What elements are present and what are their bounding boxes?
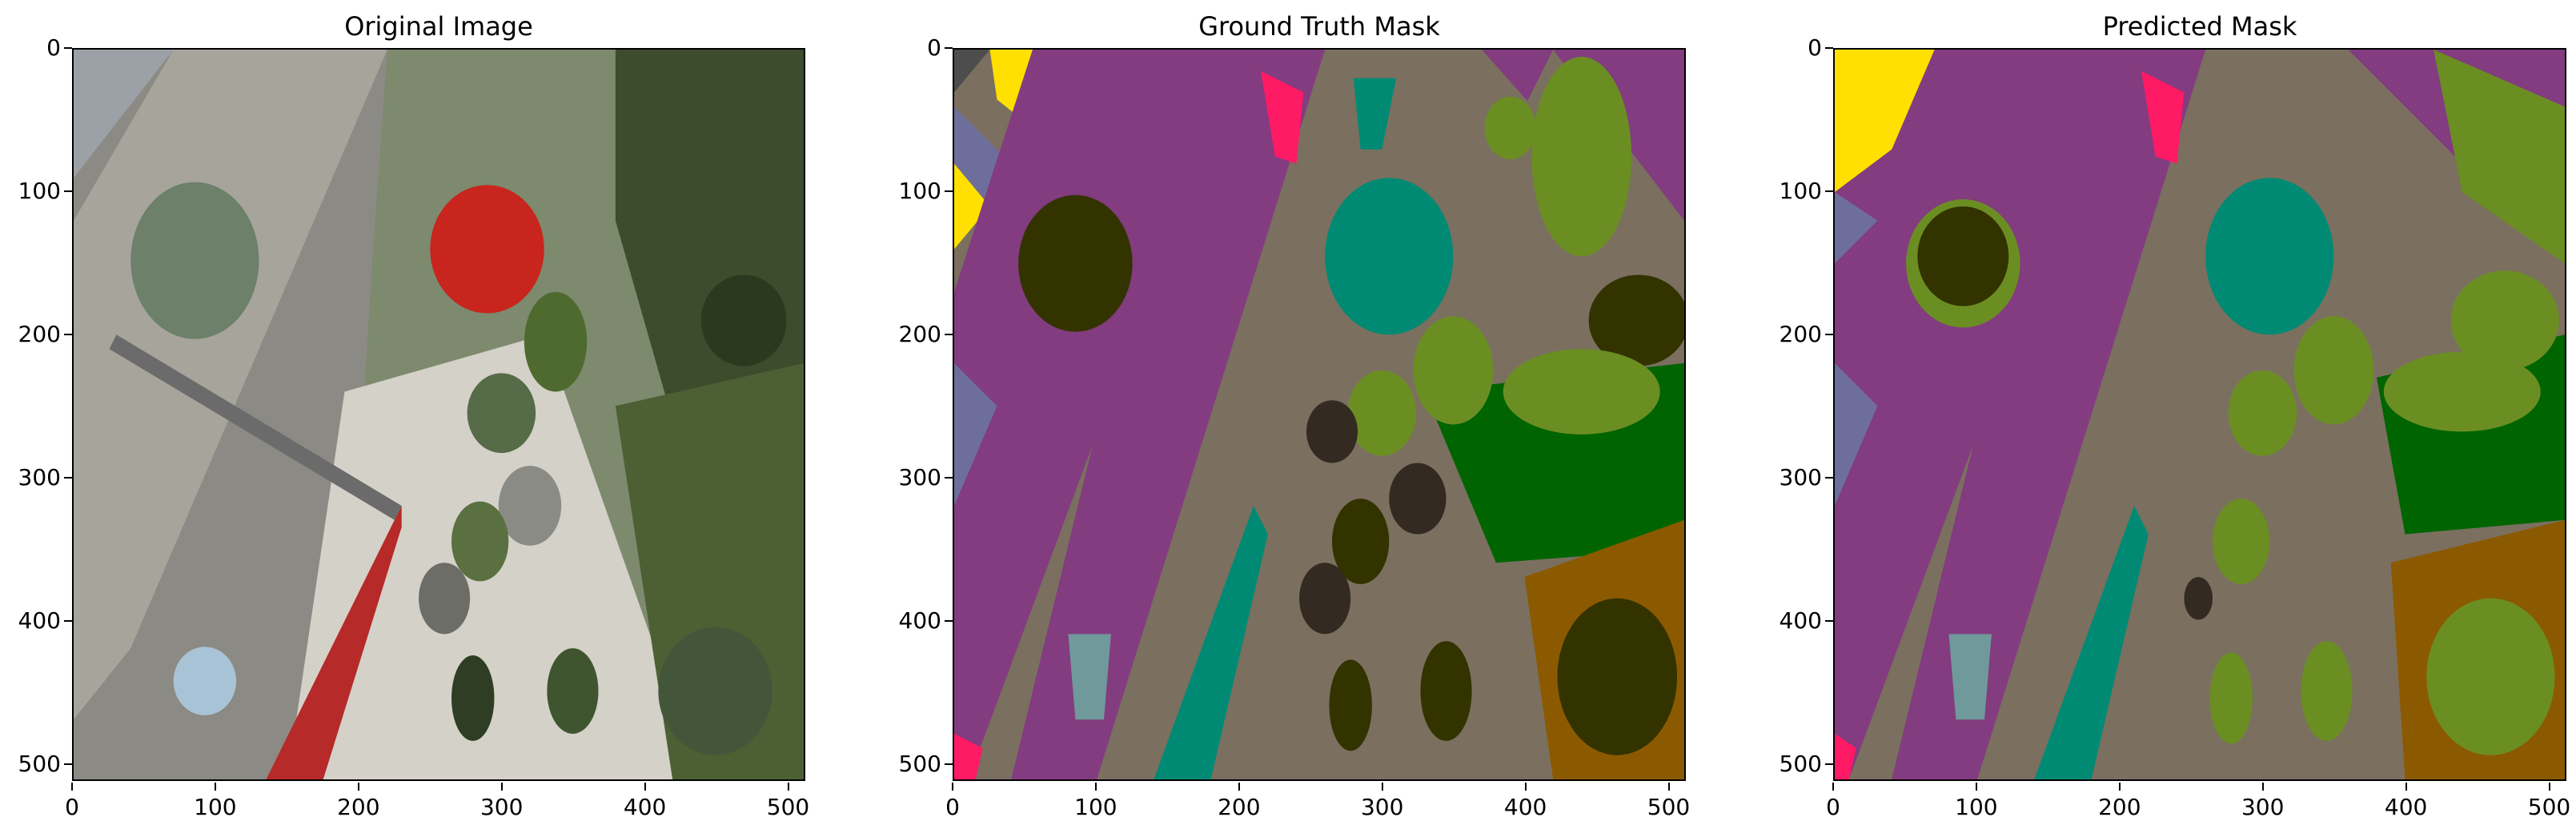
y-tick-label: 100 xyxy=(18,177,61,204)
y-tick-label: 400 xyxy=(18,607,61,634)
y-tick-label: 200 xyxy=(1779,320,1822,347)
y-tick-label: 500 xyxy=(18,750,61,777)
panel-title: Original Image xyxy=(344,11,533,42)
y-tick-label: 500 xyxy=(898,750,941,777)
x-tick xyxy=(214,783,216,791)
x-tick xyxy=(2118,783,2121,791)
y-tick xyxy=(64,333,72,335)
x-tick-label: 500 xyxy=(1647,794,1691,820)
x-tick xyxy=(2261,783,2264,791)
x-tick xyxy=(1667,783,1670,791)
x-tick-label: 0 xyxy=(1826,794,1840,820)
x-tick xyxy=(644,783,646,791)
y-tick xyxy=(64,619,72,622)
y-tick-label: 300 xyxy=(898,463,941,491)
x-tick xyxy=(500,783,503,791)
y-tick-label: 100 xyxy=(1779,177,1822,204)
predicted-mask xyxy=(1833,48,2566,781)
y-tick xyxy=(64,190,72,192)
y-tick-label: 400 xyxy=(1779,607,1822,634)
x-tick-label: 400 xyxy=(1503,794,1547,820)
y-tick-label: 200 xyxy=(18,320,61,347)
x-tick-label: 400 xyxy=(623,794,667,820)
y-tick xyxy=(1825,763,1833,765)
x-tick-label: 100 xyxy=(194,794,237,820)
x-tick xyxy=(2548,783,2550,791)
y-tick xyxy=(945,190,953,192)
y-tick-label: 400 xyxy=(898,607,941,634)
y-tick xyxy=(1825,619,1833,622)
x-tick-label: 500 xyxy=(2527,794,2571,820)
x-tick xyxy=(1381,783,1383,791)
y-tick-label: 0 xyxy=(1808,34,1822,61)
y-tick-label: 100 xyxy=(898,177,941,204)
original-image xyxy=(72,48,805,781)
x-tick xyxy=(1238,783,1240,791)
x-tick xyxy=(2405,783,2407,791)
x-tick-label: 200 xyxy=(2098,794,2141,820)
y-tick xyxy=(1825,47,1833,49)
x-tick-label: 100 xyxy=(1955,794,1998,820)
x-tick xyxy=(787,783,789,791)
x-tick-label: 200 xyxy=(337,794,380,820)
x-tick-label: 0 xyxy=(945,794,960,820)
y-tick xyxy=(945,763,953,765)
y-tick xyxy=(1825,333,1833,335)
x-tick-label: 400 xyxy=(2384,794,2428,820)
y-tick-label: 200 xyxy=(898,320,941,347)
y-tick-label: 300 xyxy=(1779,463,1822,491)
x-tick-label: 0 xyxy=(65,794,79,820)
y-tick xyxy=(945,47,953,49)
y-tick xyxy=(945,619,953,622)
panel-ground-truth: Ground Truth Mask xyxy=(849,0,1729,833)
y-tick xyxy=(945,476,953,479)
x-tick xyxy=(952,783,953,791)
y-tick xyxy=(64,763,72,765)
x-tick xyxy=(1524,783,1527,791)
y-tick-label: 300 xyxy=(18,463,61,491)
y-tick xyxy=(64,47,72,49)
x-tick xyxy=(1832,783,1834,791)
x-tick-label: 300 xyxy=(2241,794,2285,820)
x-tick-label: 200 xyxy=(1218,794,1261,820)
y-tick xyxy=(64,476,72,479)
panel-original: Original Image xyxy=(0,0,849,833)
x-tick-label: 300 xyxy=(479,794,524,820)
x-tick-label: 300 xyxy=(1360,794,1404,820)
ground-truth-mask xyxy=(953,48,1686,781)
x-tick-label: 500 xyxy=(766,794,810,820)
x-tick xyxy=(357,783,359,791)
y-tick xyxy=(1825,190,1833,192)
x-tick xyxy=(1975,783,1977,791)
panel-title: Predicted Mask xyxy=(2102,11,2297,42)
panel-predicted: Predicted Mask xyxy=(1729,0,2576,833)
y-tick-label: 0 xyxy=(46,34,61,61)
x-tick xyxy=(71,783,73,791)
y-tick xyxy=(945,333,953,335)
x-tick-label: 100 xyxy=(1074,794,1117,820)
y-tick xyxy=(1825,476,1833,479)
y-tick-label: 500 xyxy=(1779,750,1822,777)
x-tick xyxy=(1094,783,1097,791)
y-tick-label: 0 xyxy=(927,34,941,61)
panel-title: Ground Truth Mask xyxy=(1198,11,1440,42)
